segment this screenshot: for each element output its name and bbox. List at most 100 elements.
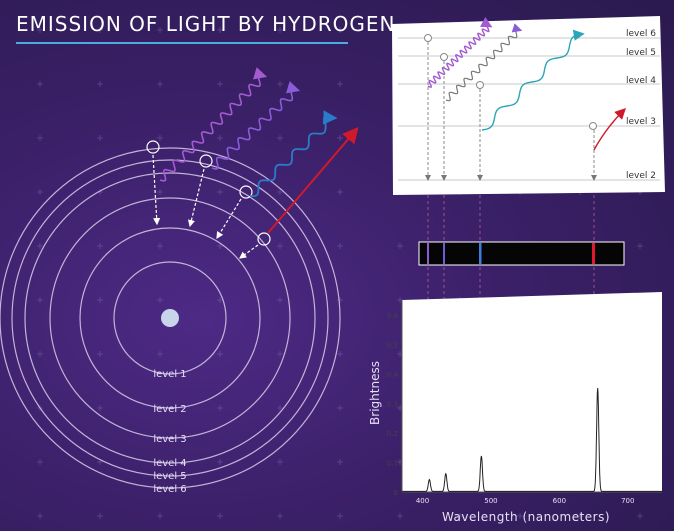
- orbit-label-3: level 3: [153, 434, 186, 445]
- grid-cross: [277, 81, 283, 87]
- orbit-label-2: level 2: [153, 404, 186, 415]
- orbit-level-3: [49, 197, 291, 439]
- atom-model: level 1 level 2 level 3 level 4 level 5 …: [0, 67, 359, 495]
- page-title: EMISSION OF LIGHT BY HYDROGEN: [16, 12, 396, 36]
- grid-cross: [97, 243, 103, 249]
- emission-spectrum-bar: [418, 241, 625, 266]
- grid-cross: [217, 27, 223, 33]
- grid-cross: [337, 297, 343, 303]
- energy-electron-4: [476, 81, 484, 89]
- nucleus: [161, 309, 179, 327]
- electron-level-5: [199, 154, 213, 168]
- grid-cross: [217, 81, 223, 87]
- transition-arrow-6-2: [152, 154, 161, 226]
- spectrum-bar-background: [418, 241, 625, 266]
- grid-cross: [157, 351, 163, 357]
- grid-cross: [637, 243, 643, 249]
- grid-cross: [157, 243, 163, 249]
- spectrum-line-434: [443, 243, 445, 264]
- grid-cross: [37, 297, 43, 303]
- grid-cross: [457, 513, 463, 519]
- x-tick-label: 500: [484, 497, 497, 505]
- title-underline: [16, 42, 348, 44]
- grid-cross: [277, 135, 283, 141]
- transition-arrow-4-2: [216, 198, 242, 240]
- electron-level-3: [257, 232, 271, 246]
- chart-ticks: 0 0.1 0.2 0.3 0.4 0.5 0.6 400 500 600 700: [387, 312, 635, 505]
- grid-cross: [157, 81, 163, 87]
- y-tick-label: 0.1: [387, 459, 398, 467]
- grid-cross: [337, 243, 343, 249]
- grid-cross: [97, 351, 103, 357]
- grid-cross: [37, 27, 43, 33]
- grid-cross: [337, 27, 343, 33]
- grid-cross: [97, 81, 103, 87]
- energy-electron-5: [440, 53, 448, 61]
- electron-level-6: [146, 140, 160, 154]
- transition-arrow-3-2: [239, 244, 259, 259]
- grid-cross: [157, 513, 163, 519]
- grid-cross: [277, 189, 283, 195]
- grid-cross: [397, 243, 403, 249]
- spectrum-line-486: [479, 243, 482, 264]
- y-tick-label: 0.5: [387, 341, 398, 349]
- orbit-label-5: level 5: [153, 471, 186, 482]
- grid-cross: [217, 405, 223, 411]
- energy-electron-3: [589, 122, 597, 130]
- energy-level-2-label: level 2: [626, 171, 656, 181]
- grid-cross: [97, 27, 103, 33]
- grid-cross: [37, 135, 43, 141]
- grid-cross: [337, 351, 343, 357]
- grid-cross: [337, 135, 343, 141]
- grid-cross: [217, 297, 223, 303]
- grid-cross: [37, 189, 43, 195]
- spectrum-chart: 0 0.1 0.2 0.3 0.4 0.5 0.6 400 500 600 700 Waveleng…: [368, 292, 662, 524]
- grid-cross: [97, 297, 103, 303]
- transition-arrow-5-2: [187, 168, 205, 228]
- energy-photon-violet: [427, 17, 493, 88]
- grid-cross: [277, 405, 283, 411]
- grid-cross: [277, 459, 283, 465]
- photon-violet: [159, 67, 268, 182]
- grid-cross: [277, 513, 283, 519]
- grid-cross: [337, 513, 343, 519]
- x-tick-label: 600: [553, 497, 566, 505]
- grid-cross: [337, 81, 343, 87]
- grid-cross: [217, 243, 223, 249]
- grid-cross: [217, 459, 223, 465]
- chart-background: [402, 292, 662, 492]
- spectrum-line-656: [592, 243, 595, 264]
- energy-electron-6: [424, 34, 432, 42]
- grid-cross: [157, 135, 163, 141]
- orbit-level-1: [113, 261, 227, 375]
- orbit-label-4: level 4: [153, 458, 186, 469]
- photon-purple: [211, 81, 301, 170]
- grid-cross: [157, 27, 163, 33]
- grid-cross: [37, 459, 43, 465]
- energy-photon-teal: [481, 29, 585, 131]
- energy-level-6-label: level 6: [626, 29, 656, 39]
- grid-cross: [97, 135, 103, 141]
- grid-cross: [97, 513, 103, 519]
- chart-y-label: Brightness: [368, 361, 382, 425]
- grid-cross: [157, 297, 163, 303]
- grid-cross: [397, 513, 403, 519]
- y-tick-label: 0.2: [387, 430, 398, 438]
- energy-photon-purple: [445, 23, 523, 102]
- y-tick-label: 0.3: [387, 400, 398, 408]
- orbit-level-2: [79, 227, 261, 409]
- grid-cross: [37, 513, 43, 519]
- grid-cross: [277, 243, 283, 249]
- grid-cross: [157, 189, 163, 195]
- orbit-level-4: [24, 172, 316, 464]
- grid-cross: [277, 27, 283, 33]
- energy-level-panel: level 6 level 5 level 4 level 3 level 2: [392, 16, 665, 195]
- orbit-label-6: level 6: [153, 484, 186, 495]
- energy-level-4-label: level 4: [626, 76, 656, 86]
- energy-photon-red: [593, 108, 626, 151]
- grid-cross: [37, 351, 43, 357]
- energy-panel-background: [392, 16, 665, 195]
- grid-cross: [337, 405, 343, 411]
- grid-cross: [217, 351, 223, 357]
